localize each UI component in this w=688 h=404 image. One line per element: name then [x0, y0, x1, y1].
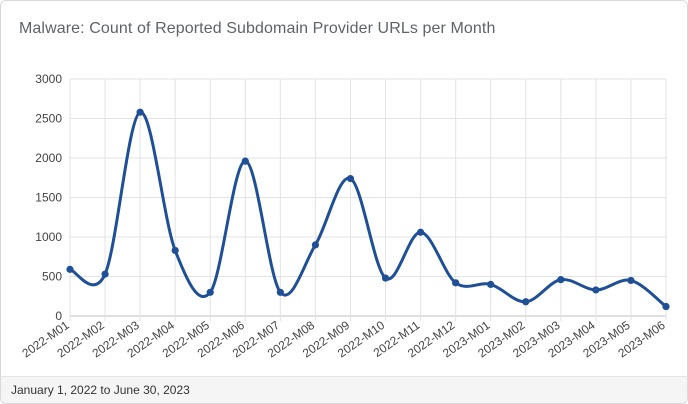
- date-range-text: January 1, 2022 to June 30, 2023: [11, 383, 190, 397]
- data-point: [557, 276, 565, 284]
- data-point: [311, 241, 320, 249]
- data-point: [416, 228, 425, 236]
- data-point: [66, 265, 74, 273]
- y-tick-label: 1500: [35, 191, 62, 205]
- chart-title: Malware: Count of Reported Subdomain Pro…: [19, 20, 496, 37]
- data-point: [487, 280, 495, 288]
- series-line: [69, 110, 667, 308]
- data-point: [627, 276, 635, 285]
- y-tick-label: 1000: [35, 230, 62, 244]
- data-point: [276, 288, 284, 296]
- y-tick-label: 2500: [35, 112, 62, 126]
- y-tick-label: 3000: [35, 72, 62, 86]
- line-chart: 0500100015002000250030002022-M012022-M02…: [19, 72, 670, 360]
- date-range-footer: January 1, 2022 to June 30, 2023: [1, 376, 687, 403]
- data-point: [522, 298, 530, 306]
- y-tick-label: 2000: [35, 151, 62, 165]
- data-point: [592, 286, 600, 294]
- data-point: [136, 108, 144, 116]
- data-point: [381, 274, 390, 282]
- data-point: [346, 174, 355, 183]
- data-point: [101, 270, 109, 278]
- y-tick-label: 500: [42, 270, 62, 284]
- y-tick-label: 0: [55, 309, 62, 323]
- data-point: [206, 288, 214, 296]
- data-point: [241, 157, 249, 165]
- data-point: [662, 302, 670, 311]
- data-point: [171, 246, 179, 255]
- data-point: [452, 279, 460, 287]
